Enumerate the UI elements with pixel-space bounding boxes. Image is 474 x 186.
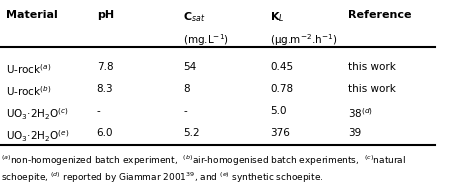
- Text: 6.0: 6.0: [97, 128, 113, 138]
- Text: -: -: [183, 106, 187, 116]
- Text: K$_{L}$: K$_{L}$: [270, 10, 285, 24]
- Text: 39: 39: [348, 128, 361, 138]
- Text: this work: this work: [348, 84, 396, 94]
- Text: schoepite, $^{(d)}$ reported by Giammar 2001$^{39}$, and $^{(e)}$ synthetic scho: schoepite, $^{(d)}$ reported by Giammar …: [1, 170, 324, 185]
- Text: pH: pH: [97, 10, 114, 20]
- Text: 8: 8: [183, 84, 190, 94]
- Text: C$_{sat}$: C$_{sat}$: [183, 10, 206, 24]
- Text: Reference: Reference: [348, 10, 411, 20]
- Text: 0.78: 0.78: [270, 84, 293, 94]
- Text: 54: 54: [183, 62, 197, 72]
- Text: (mg.L$^{-1}$): (mg.L$^{-1}$): [183, 32, 229, 48]
- Text: UO$_3$·2H$_2$O$^{(c)}$: UO$_3$·2H$_2$O$^{(c)}$: [6, 106, 69, 122]
- Text: Material: Material: [6, 10, 57, 20]
- Text: 7.8: 7.8: [97, 62, 113, 72]
- Text: 38$^{(d)}$: 38$^{(d)}$: [348, 106, 373, 120]
- Text: 5.2: 5.2: [183, 128, 200, 138]
- Text: 5.0: 5.0: [270, 106, 287, 116]
- Text: this work: this work: [348, 62, 396, 72]
- Text: 376: 376: [270, 128, 290, 138]
- Text: 0.45: 0.45: [270, 62, 293, 72]
- Text: U-rock$^{(a)}$: U-rock$^{(a)}$: [6, 62, 51, 76]
- Text: -: -: [97, 106, 100, 116]
- Text: U-rock$^{(b)}$: U-rock$^{(b)}$: [6, 84, 51, 98]
- Text: $^{(a)}$non-homogenized batch experiment,  $^{(b)}$air-homogenised batch experim: $^{(a)}$non-homogenized batch experiment…: [1, 153, 407, 168]
- Text: 8.3: 8.3: [97, 84, 113, 94]
- Text: UO$_3$·2H$_2$O$^{(e)}$: UO$_3$·2H$_2$O$^{(e)}$: [6, 128, 69, 144]
- Text: (μg.m$^{-2}$.h$^{-1}$): (μg.m$^{-2}$.h$^{-1}$): [270, 32, 337, 48]
